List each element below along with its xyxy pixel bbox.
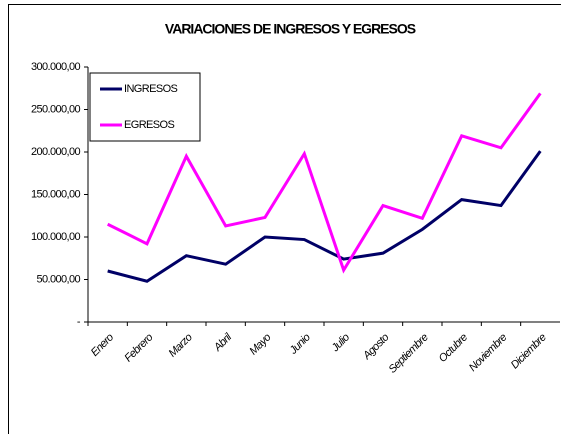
- x-tick-label: Febrero: [122, 331, 155, 364]
- x-tick-label: Abril: [211, 331, 234, 354]
- series-line: [107, 150, 542, 283]
- x-tick-label: Mayo: [247, 331, 273, 357]
- x-tick-label: Julio: [329, 331, 352, 354]
- x-tick-label: Diciembre: [509, 331, 549, 371]
- y-tick-label: 100.000,00: [31, 231, 81, 243]
- y-tick-label: 300.000,00: [31, 61, 81, 73]
- x-tick-label: Junio: [287, 331, 313, 357]
- legend-label: INGRESOS: [124, 83, 178, 95]
- x-tick-label: Enero: [89, 331, 116, 358]
- chart-border: [8, 4, 561, 434]
- y-tick-label: 200.000,00: [31, 146, 81, 158]
- y-tick-label: 50.000,00: [36, 273, 80, 285]
- y-tick-label: 250.000,00: [31, 103, 81, 115]
- chart-title: VARIACIONES DE INGRESOS Y EGRESOS: [165, 21, 416, 37]
- y-tick-label: -: [77, 316, 81, 328]
- x-tick-label: Noviembre: [467, 331, 510, 374]
- x-tick-label: Septiembre: [386, 331, 430, 375]
- legend-box: [89, 72, 201, 142]
- legend-label: EGRESOS: [124, 119, 174, 131]
- y-tick-label: 150.000,00: [31, 188, 81, 200]
- x-tick-label: Marzo: [167, 331, 195, 359]
- x-tick-label: Agosto: [360, 331, 391, 362]
- series-line: [106, 92, 542, 274]
- x-tick-label: Octubre: [437, 331, 471, 365]
